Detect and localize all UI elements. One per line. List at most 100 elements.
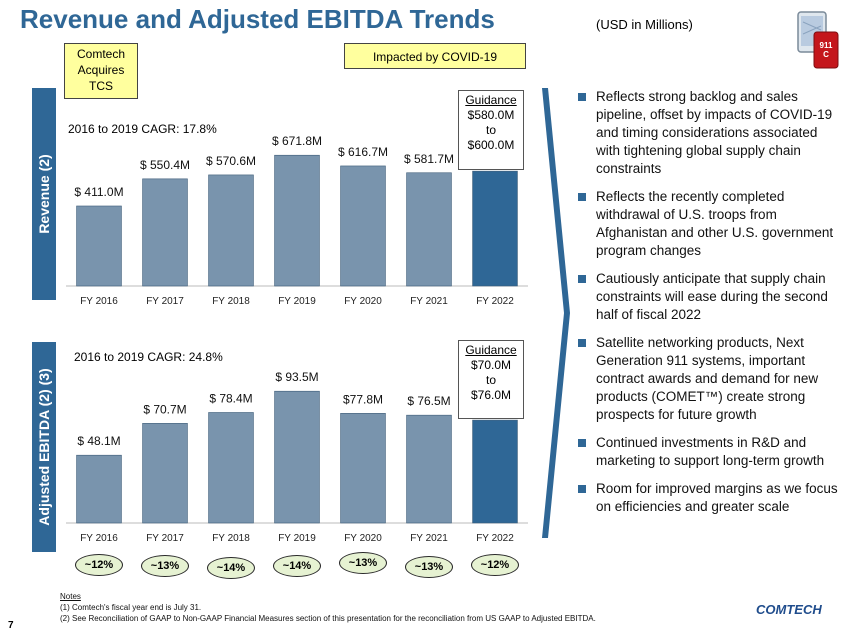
bar-value-label: $77.8M [343, 392, 383, 406]
x-tick-label: FY 2020 [344, 533, 382, 544]
bullet-item: Continued investments in R&D and marketi… [578, 434, 844, 470]
bar-value-label: $ 76.5M [407, 394, 450, 408]
phone-icon-text: 911 [820, 41, 833, 50]
bullet-list: Reflects strong backlog and sales pipeli… [578, 88, 844, 526]
covid-impact-box: Impacted by COVID-19 [344, 43, 526, 69]
bullet-text: Room for improved margins as we focus on… [596, 481, 838, 514]
chevron-right-icon [542, 88, 570, 538]
margin-badge: ~13% [405, 556, 453, 578]
bar-fy-2019 [274, 154, 320, 287]
bar-fy-2017 [142, 423, 188, 524]
margin-badge: ~13% [141, 555, 189, 577]
acquires-line-2: Acquires [77, 63, 125, 77]
bullet-text: Reflects the recently completed withdraw… [596, 189, 834, 258]
note-2: (2) See Reconciliation of GAAP to Non-GA… [60, 614, 596, 623]
note-1: (1) Comtech's fiscal year end is July 31… [60, 603, 202, 612]
bar-value-label: $ 70.7M [143, 402, 186, 416]
margin-badge: ~14% [273, 555, 321, 577]
x-tick-label: FY 2021 [410, 533, 448, 544]
x-tick-label: FY 2019 [278, 533, 316, 544]
bullet-text: Reflects strong backlog and sales pipeli… [596, 89, 833, 176]
bar-value-label: $ 570.6M [206, 154, 256, 168]
margin-badge: ~12% [75, 554, 123, 576]
bar-value-label: $ 78.4M [209, 391, 252, 405]
bar-fy-2019 [274, 390, 320, 524]
page-number: 7 [8, 620, 14, 631]
acquires-line-3: TCS [89, 79, 113, 93]
bar-fy-2016 [76, 454, 122, 524]
bar-fy-2016 [76, 205, 122, 287]
bullet-square-icon [578, 439, 586, 447]
x-tick-label: FY 2019 [278, 296, 316, 307]
acquires-line-1: Comtech [76, 47, 126, 61]
units-label: (USD in Millions) [596, 17, 693, 32]
bar-fy-2021 [406, 172, 452, 287]
ebitda-guidance-high: $76.0M [470, 388, 512, 402]
bullet-square-icon [578, 93, 586, 101]
bar-fy-2020 [340, 413, 386, 524]
margin-badge: ~14% [207, 557, 255, 579]
x-tick-label: FY 2017 [146, 533, 184, 544]
bar-fy-2018 [208, 412, 254, 524]
revenue-chart: $ 411.0M FY 2016 $ 550.4M FY 2017 $ 570.6M FY… [66, 134, 528, 307]
revenue-guidance-box: Guidance $580.0M to $600.0M [458, 90, 524, 170]
comtech-logo: COMTECH [756, 602, 822, 617]
bullet-item: Cautiously anticipate that supply chain … [578, 270, 844, 324]
revenue-axis-label: Revenue (2) [32, 88, 56, 300]
ebitda-axis-label: Adjusted EBITDA (2) (3) [32, 342, 56, 552]
ebitda-guidance-box: Guidance $70.0M to $76.0M [458, 340, 524, 419]
revenue-guidance-low: $580.0M [467, 108, 515, 122]
phone-911-icon: 911 C [796, 10, 842, 70]
bullet-square-icon [578, 339, 586, 347]
phone-icon-text: C [823, 50, 829, 59]
bullet-item: Satellite networking products, Next Gene… [578, 334, 844, 424]
bar-fy-2021 [406, 414, 452, 524]
bullet-text: Satellite networking products, Next Gene… [596, 335, 819, 422]
bar-fy-2018 [208, 174, 254, 287]
bar-value-label: $ 93.5M [275, 370, 318, 384]
notes-title: Notes [60, 592, 81, 601]
bar-value-label: $ 671.8M [272, 134, 322, 148]
ebitda-guidance-low: $70.0M [470, 358, 512, 372]
ebitda-chart: $ 48.1M FY 2016 $ 70.7M FY 2017 $ 78.4M FY 20… [66, 370, 528, 544]
revenue-cagr: 2016 to 2019 CAGR: 17.8% [68, 122, 217, 136]
bullet-text: Cautiously anticipate that supply chain … [596, 271, 828, 322]
bullet-item: Room for improved margins as we focus on… [578, 480, 844, 516]
x-tick-label: FY 2018 [212, 533, 250, 544]
bullet-square-icon [578, 275, 586, 283]
bar-value-label: $ 616.7M [338, 145, 388, 159]
margin-badge: ~12% [471, 554, 519, 576]
bullet-square-icon [578, 485, 586, 493]
ebitda-guidance-heading: Guidance [465, 343, 517, 357]
bar-fy-2017 [142, 178, 188, 287]
bar-fy-2020 [340, 165, 386, 287]
bar-value-label: $ 581.7M [404, 152, 454, 166]
bar-value-label: $ 411.0M [74, 185, 123, 199]
bullet-item: Reflects strong backlog and sales pipeli… [578, 88, 844, 178]
bar-value-label: $ 48.1M [77, 434, 120, 448]
ebitda-cagr: 2016 to 2019 CAGR: 24.8% [74, 350, 223, 364]
bar-fy-2022 [472, 170, 518, 287]
bullet-item: Reflects the recently completed withdraw… [578, 188, 844, 260]
margin-badge: ~13% [339, 552, 387, 574]
x-tick-label: FY 2022 [476, 296, 514, 307]
revenue-guidance-high: $600.0M [467, 138, 515, 152]
acquires-tcs-box: Comtech Acquires TCS [64, 43, 138, 99]
revenue-guidance-heading: Guidance [465, 93, 517, 107]
x-tick-label: FY 2016 [80, 296, 118, 307]
x-tick-label: FY 2020 [344, 296, 382, 307]
bullet-text: Continued investments in R&D and marketi… [596, 435, 825, 468]
x-tick-label: FY 2017 [146, 296, 184, 307]
revenue-guidance-to: to [485, 123, 496, 137]
bullet-square-icon [578, 193, 586, 201]
bar-fy-2022 [472, 419, 518, 524]
x-tick-label: FY 2021 [410, 296, 448, 307]
x-tick-label: FY 2016 [80, 533, 118, 544]
bar-value-label: $ 550.4M [140, 158, 190, 172]
x-tick-label: FY 2018 [212, 296, 250, 307]
ebitda-guidance-to: to [485, 373, 496, 387]
notes: Notes (1) Comtech's fiscal year end is J… [60, 591, 596, 624]
x-tick-label: FY 2022 [476, 533, 514, 544]
page-title: Revenue and Adjusted EBITDA Trends [20, 4, 495, 34]
